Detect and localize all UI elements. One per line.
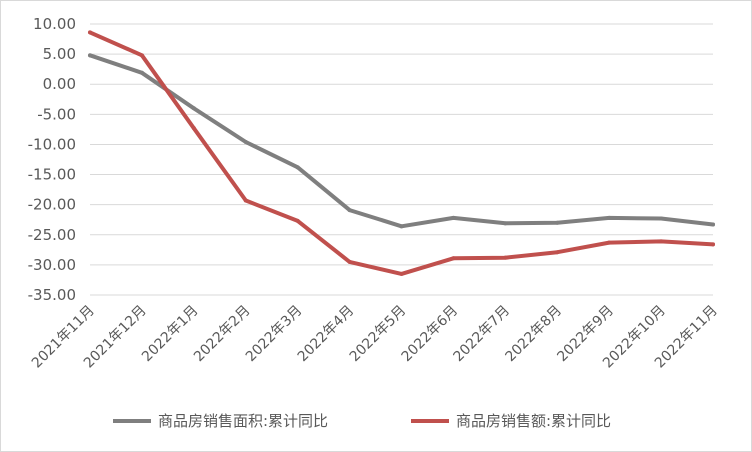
data-point (243, 140, 248, 145)
data-point (503, 255, 508, 260)
data-point (347, 259, 352, 264)
legend-label: 商品房销售额:累计同比 (456, 412, 611, 430)
data-point (295, 218, 300, 223)
grid-lines (90, 23, 713, 296)
y-tick-label: 0.00 (43, 75, 76, 93)
data-point (191, 106, 196, 111)
y-tick-label: -25.00 (28, 226, 76, 244)
y-axis-ticks: 10.00 5.00 0.00 -5.00 -10.00 -15.00 -20.00 -25.… (28, 15, 76, 304)
x-axis-ticks: 2021年11月2021年12月2022年1月2022年2月2022年3月202… (29, 303, 721, 372)
data-point (451, 256, 456, 261)
data-point (711, 242, 715, 247)
data-point (555, 220, 560, 225)
data-point (88, 53, 92, 58)
data-point (399, 224, 404, 229)
data-point (659, 216, 664, 221)
data-point (659, 239, 664, 244)
series-line-1 (88, 53, 715, 229)
y-tick-label: 10.00 (33, 15, 76, 33)
series-lines (88, 30, 715, 276)
data-point (399, 271, 404, 276)
data-point (347, 208, 352, 213)
data-point (607, 215, 612, 220)
data-point (295, 165, 300, 170)
data-point (191, 126, 196, 131)
data-point (711, 222, 715, 227)
y-tick-label: -15.00 (28, 166, 76, 184)
y-tick-label: -10.00 (28, 135, 76, 153)
data-point (503, 221, 508, 226)
y-tick-label: -20.00 (28, 196, 76, 214)
y-tick-label: 5.00 (43, 45, 76, 63)
data-point (139, 70, 144, 75)
data-point (451, 215, 456, 220)
data-point (607, 240, 612, 245)
legend: 商品房销售面积:累计同比 商品房销售额:累计同比 (113, 412, 611, 430)
data-point (88, 30, 92, 35)
data-point (555, 250, 560, 255)
y-tick-label: -5.00 (37, 105, 76, 123)
series-line-2 (88, 30, 715, 276)
legend-label: 商品房销售面积:累计同比 (158, 412, 328, 430)
data-point (139, 53, 144, 58)
y-tick-label: -35.00 (28, 286, 76, 304)
y-tick-label: -30.00 (28, 256, 76, 274)
data-point (243, 198, 248, 203)
